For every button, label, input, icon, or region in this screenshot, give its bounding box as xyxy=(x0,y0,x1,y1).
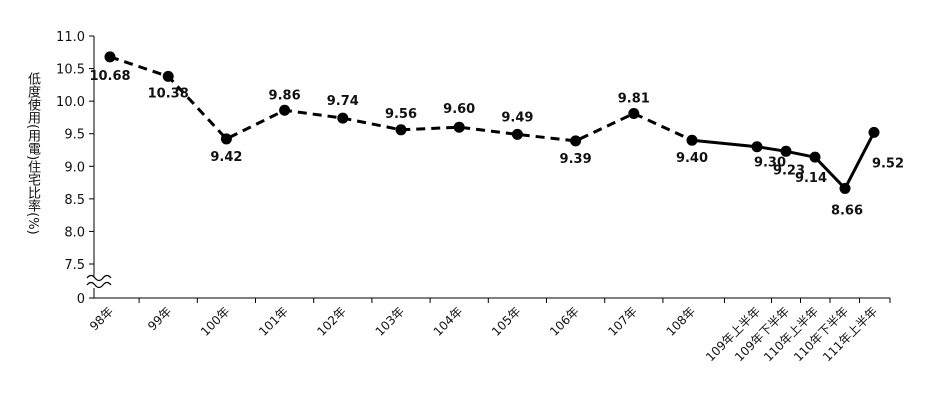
data-point xyxy=(628,108,640,120)
data-point xyxy=(337,112,349,124)
y-tick-label: 8.0 xyxy=(64,225,85,240)
x-tick-label: 105年 xyxy=(489,304,524,339)
x-tick-label: 100年 xyxy=(198,304,233,339)
x-tick-label: 107年 xyxy=(605,304,640,339)
x-tick-label: 106年 xyxy=(547,304,582,339)
y-tick-label: 8.5 xyxy=(64,193,85,208)
y-tick-label: 0 xyxy=(77,292,85,307)
data-label: 8.66 xyxy=(831,203,863,218)
x-tick-label: 99年 xyxy=(145,304,174,333)
data-point xyxy=(570,135,582,147)
data-label: 9.74 xyxy=(327,94,359,109)
x-tick-label: 104年 xyxy=(431,304,466,339)
x-tick-label: 102年 xyxy=(314,304,349,339)
data-label: 9.86 xyxy=(269,88,301,103)
data-label: 9.40 xyxy=(676,151,708,166)
data-point xyxy=(780,145,792,157)
x-tick-label: 103年 xyxy=(373,304,408,339)
data-label: 9.30 xyxy=(754,156,786,171)
data-point xyxy=(839,182,851,194)
y-tick-label: 9.0 xyxy=(64,160,85,175)
data-point xyxy=(279,104,291,116)
data-point xyxy=(162,70,174,82)
data-label: 9.42 xyxy=(210,150,242,165)
data-label: 9.81 xyxy=(618,92,650,107)
data-label: 9.49 xyxy=(501,110,533,125)
data-label: 9.52 xyxy=(872,156,904,171)
y-tick-label: 10.0 xyxy=(56,95,85,110)
data-point xyxy=(686,134,698,146)
data-point xyxy=(809,151,821,163)
x-tick-label: 108年 xyxy=(664,304,699,339)
data-point xyxy=(395,124,407,136)
y-tick-label: 7.5 xyxy=(64,258,85,273)
data-point xyxy=(220,133,232,145)
series-line-dashed xyxy=(109,55,693,143)
data-point xyxy=(511,128,523,140)
y-axis-label: 低度使用(用電)住宅比率(%) xyxy=(25,72,40,235)
data-label: 9.23 xyxy=(773,163,805,178)
axis-break-mark xyxy=(86,281,112,289)
data-label: 9.56 xyxy=(385,107,417,122)
x-tick-label: 101年 xyxy=(256,304,291,339)
data-point xyxy=(751,141,763,153)
y-tick-label: 10.5 xyxy=(56,63,85,78)
data-label: 9.39 xyxy=(560,152,592,167)
data-point xyxy=(453,121,465,133)
axis-break-gap xyxy=(92,276,96,288)
data-label: 9.14 xyxy=(795,171,827,186)
axis-break-mark xyxy=(86,274,112,282)
data-point xyxy=(868,126,880,138)
data-label: 9.60 xyxy=(443,102,475,117)
data-label: 10.38 xyxy=(148,86,189,101)
x-tick-label: 98年 xyxy=(87,304,116,333)
data-label: 10.68 xyxy=(89,69,130,84)
data-point xyxy=(104,51,116,63)
y-tick-label: 9.5 xyxy=(64,128,85,143)
y-tick-label: 11.0 xyxy=(56,30,85,45)
series-line-solid xyxy=(691,131,876,191)
